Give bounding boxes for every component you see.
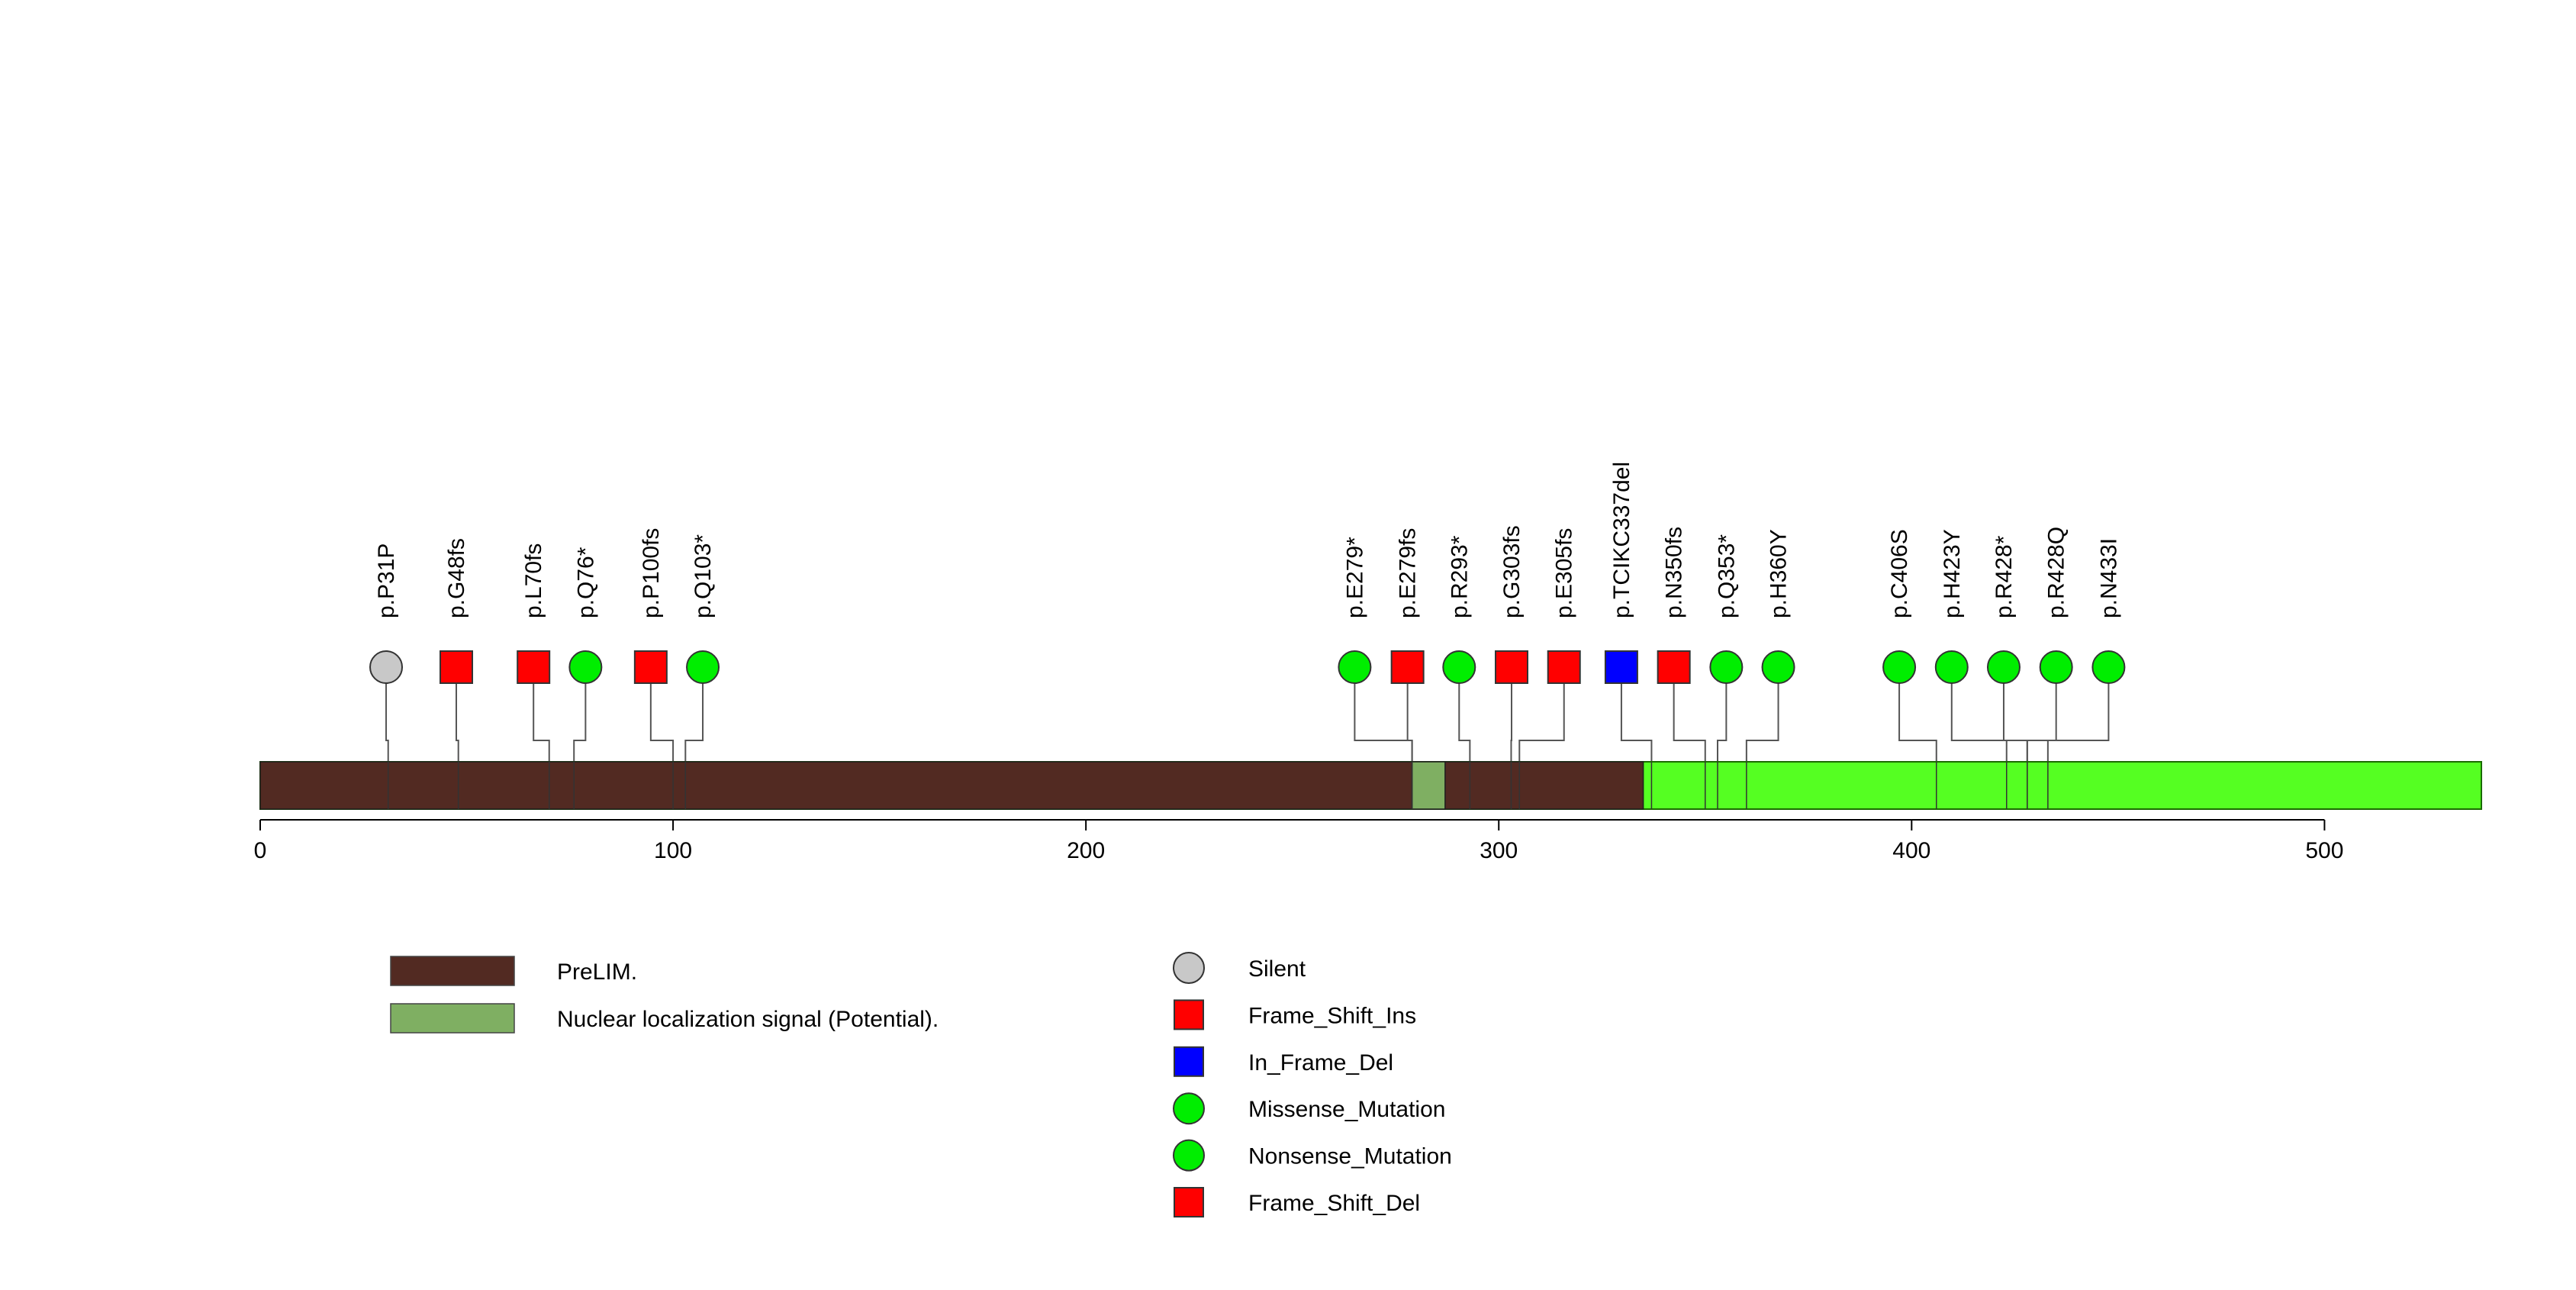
mutation-label-p-h423y: p.H423Y — [1940, 529, 1965, 618]
marker-p-tcikc337del — [1604, 650, 1638, 684]
protein-backbone-layer — [259, 761, 2482, 810]
legend-label-frame-shift-ins: Frame_Shift_Ins — [1248, 1003, 1416, 1028]
mutation-type-legend: Silent Frame_Shift_Ins In_Frame_Del Missens… — [1173, 952, 1452, 1217]
mutation-label-p-e279fs: p.E279fs — [1396, 528, 1421, 618]
legend-marker-frame-shift-del — [1174, 1187, 1204, 1217]
mutation-label-p-r428: p.R428* — [1992, 535, 2017, 618]
x-tick-label-300: 300 — [1480, 838, 1518, 863]
marker-p-n433i — [2091, 650, 2126, 684]
x-tick-label-400: 400 — [1892, 838, 1930, 863]
legend-swatch-prelim — [390, 956, 515, 986]
x-axis: 0 100 200 300 400 500 — [254, 819, 2343, 863]
marker-p-e279fs — [1390, 650, 1425, 684]
mutation-label-p-g48fs: p.G48fs — [444, 538, 469, 618]
legend-label-missense-mutation: Missense_Mutation — [1248, 1097, 1445, 1122]
mutation-label-p-p100fs: p.P100fs — [639, 528, 664, 618]
legend-label-silent: Silent — [1248, 956, 1306, 982]
legend-label-frame-shift-del: Frame_Shift_Del — [1248, 1191, 1420, 1216]
domain-nuclear-localization-signal-potential — [1411, 761, 1446, 810]
legend-label-in-frame-del: In_Frame_Del — [1248, 1050, 1393, 1076]
mutation-label-p-r428q: p.R428Q — [2044, 527, 2069, 618]
mutation-label-p-n433i: p.N433I — [2096, 538, 2121, 618]
marker-p-q103 — [686, 650, 720, 684]
marker-p-p31p — [369, 650, 404, 684]
mutation-label-p-e279: p.E279* — [1342, 537, 1367, 618]
marker-p-c406s — [1882, 650, 1917, 684]
mutation-label-p-g303fs: p.G303fs — [1499, 525, 1525, 618]
marker-p-r293 — [1442, 650, 1476, 684]
marker-p-e305fs — [1547, 650, 1581, 684]
legend-marker-frame-shift-ins — [1174, 999, 1204, 1030]
marker-p-n350fs — [1657, 650, 1691, 684]
mutation-markers — [369, 650, 2126, 684]
marker-p-g303fs — [1495, 650, 1529, 684]
legend-label-nonsense-mutation: Nonsense_Mutation — [1248, 1144, 1452, 1169]
mutation-label-p-q103: p.Q103* — [691, 534, 716, 618]
marker-p-r428 — [1986, 650, 2021, 684]
legend-label-prelim: PreLIM. — [557, 959, 637, 985]
domain-legend: PreLIM. Nuclear localization signal (Pote… — [390, 956, 939, 1034]
mutation-label-p-c406s: p.C406S — [1887, 529, 1912, 618]
marker-p-e279 — [1338, 650, 1372, 684]
legend-marker-silent — [1173, 952, 1205, 984]
mutation-label-p-h360y: p.H360Y — [1766, 529, 1792, 618]
marker-p-q353 — [1709, 650, 1744, 684]
mutation-label-p-tcikc337del: p.TCIKC337del — [1609, 462, 1634, 618]
marker-p-p100fs — [633, 650, 668, 684]
mutation-label-p-l70fs: p.L70fs — [521, 543, 546, 618]
x-tick-label-200: 200 — [1067, 838, 1105, 863]
x-tick-label-500: 500 — [2305, 838, 2343, 863]
mutation-labels: p.P31P p.G48fs p.L70fs p.Q76* p.P100fs p.Q103… — [374, 462, 2121, 618]
mutation-label-p-r293: p.R293* — [1447, 535, 1472, 618]
x-tick-label-0: 0 — [254, 838, 267, 863]
legend-marker-in-frame-del — [1174, 1046, 1204, 1077]
mutation-label-p-q76: p.Q76* — [573, 547, 598, 618]
marker-p-r428q — [2039, 650, 2073, 684]
mutation-label-p-e305fs: p.E305fs — [1552, 528, 1577, 618]
mutation-label-p-q353: p.Q353* — [1714, 534, 1739, 618]
legend-marker-missense-mutation — [1173, 1092, 1205, 1125]
x-tick-label-100: 100 — [654, 838, 692, 863]
legend-label-nuclear-localization-signal-potential: Nuclear localization signal (Potential). — [557, 1007, 939, 1032]
mutation-label-p-n350fs: p.N350fs — [1662, 527, 1687, 618]
marker-p-g48fs — [440, 650, 474, 684]
legend-swatch-nuclear-localization-signal-potential — [390, 1003, 515, 1034]
marker-p-h423y — [1934, 650, 1969, 684]
marker-p-l70fs — [517, 650, 551, 684]
legend-marker-nonsense-mutation — [1173, 1139, 1205, 1172]
marker-p-q76 — [568, 650, 603, 684]
mutation-label-p-p31p: p.P31P — [374, 543, 399, 618]
marker-p-h360y — [1761, 650, 1795, 684]
